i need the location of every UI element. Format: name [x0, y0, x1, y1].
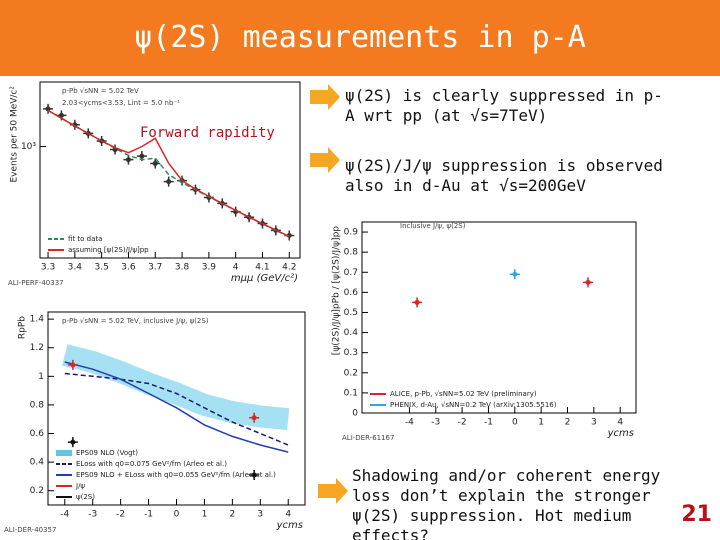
y-tick-label: 0 [352, 409, 358, 419]
data-point-dot [251, 472, 257, 478]
legend-label: EPS09 NLO (Vogt) [76, 449, 138, 457]
arrow [310, 147, 340, 173]
model-line [64, 372, 289, 446]
x-tick-label: 3.8 [175, 263, 190, 273]
page-number: 21 [681, 502, 712, 527]
y-axis-label: Events per 50 MeV/c² [10, 86, 20, 183]
bullet: Shadowing and/or coherent energy loss do… [352, 466, 661, 540]
x-tick-label: 0 [512, 418, 518, 428]
x-tick-label: 2 [230, 510, 236, 520]
legend-label: ALICE, p-Pb, √sNN=5.02 TeV (preliminary) [390, 390, 537, 398]
y-tick-label: 1.4 [30, 315, 45, 325]
y-tick-label: 0.6 [30, 429, 45, 439]
y-axis-label: RpPb [18, 316, 28, 339]
arrow [318, 478, 348, 504]
arrow [310, 84, 340, 110]
x-tick-label: -2 [458, 418, 467, 428]
data-point-dot [512, 271, 518, 277]
x-tick-label: 0 [174, 510, 180, 520]
plot-frame [361, 221, 637, 414]
x-tick-label: -4 [60, 510, 69, 520]
data-point-dot [251, 415, 257, 421]
x-tick-label: -4 [405, 418, 414, 428]
x-tick-label: 3.3 [41, 263, 55, 273]
x-tick-label: -1 [144, 510, 153, 520]
y-tick-label: 10³ [21, 142, 36, 152]
model-line [47, 109, 290, 238]
y-tick-label: 0.6 [344, 288, 359, 298]
annotation: 2.03<ycms<3.53, Lint = 5.0 nb⁻¹ [62, 99, 180, 107]
data-point-dot [70, 439, 76, 445]
x-tick-label: 4 [233, 263, 239, 273]
bullet: ψ(2S) is clearly suppressed in p-A wrt p… [345, 86, 663, 125]
y-tick-label: 0.4 [30, 458, 45, 468]
data-point-dot [414, 299, 420, 305]
x-tick-label: 3.7 [148, 263, 162, 273]
legend-label: ELoss with q0=0.075 GeV²/fm (Arleo et al… [76, 460, 227, 468]
y-axis-label: [ψ(2S)/J/ψ]pPb / [ψ(2S)/J/ψ]pp [332, 226, 342, 355]
data-point-dot [152, 160, 158, 166]
x-axis-label: ycms [276, 520, 303, 531]
y-tick-label: 0.1 [344, 388, 358, 398]
data-point-dot [58, 112, 64, 118]
x-axis-label: mμμ (GeV/c²) [231, 273, 298, 284]
x-tick-label: 4.2 [282, 263, 296, 273]
x-axis-label: ycms [607, 428, 634, 439]
y-tick-label: 0.2 [344, 368, 358, 378]
annotation: p-Pb √sNN = 5.02 TeV [62, 87, 139, 95]
data-point-dot [139, 153, 145, 159]
y-tick-label: 1.2 [30, 343, 44, 353]
x-tick-label: 3 [591, 418, 597, 428]
annotation: Forward rapidity [140, 125, 275, 141]
x-tick-label: 4 [617, 418, 623, 428]
data-point-dot [45, 106, 51, 112]
x-tick-label: -2 [116, 510, 125, 520]
x-tick-label: 1 [538, 418, 544, 428]
y-tick-label: 0.8 [344, 248, 359, 258]
y-tick-label: 0.9 [344, 228, 359, 238]
y-tick-label: 0.5 [344, 308, 358, 318]
annotation: ALI-DER-61167 [342, 434, 394, 442]
x-tick-label: 3.9 [202, 263, 217, 273]
legend-label: J/ψ [75, 482, 85, 490]
bullet: ψ(2S)/J/ψ suppression is observed also i… [345, 156, 663, 195]
x-tick-label: -3 [88, 510, 97, 520]
model-line [64, 361, 289, 453]
x-tick-label: 1 [202, 510, 208, 520]
y-tick-label: 0.4 [344, 328, 359, 338]
plot-frame [39, 81, 301, 259]
x-tick-label: 3.4 [68, 263, 83, 273]
legend-label: assuming [ψ(2S)/J/ψ]pp [68, 246, 149, 254]
y-tick-label: 1 [38, 372, 44, 382]
y-tick-label: 0.3 [344, 348, 358, 358]
data-point-dot [125, 157, 131, 163]
title: ψ(2S) measurements in p-A [134, 20, 586, 55]
x-tick-label: 4 [285, 510, 291, 520]
x-tick-label: -3 [431, 418, 440, 428]
y-tick-label: 0.7 [344, 268, 358, 278]
y-tick-label: 0.8 [30, 400, 45, 410]
annotation: p-Pb √sNN = 5.02 TeV, inclusive J/ψ, ψ(2… [62, 317, 209, 325]
legend-label: PHENIX, d-Au, √sNN=0.2 TeV (arXiv:1305.5… [390, 401, 557, 409]
x-tick-label: -1 [484, 418, 493, 428]
legend-label: ψ(2S) [76, 493, 95, 501]
annotation: ALI-DER-40357 [4, 526, 56, 534]
header: ψ(2S) measurements in p-A [0, 0, 720, 76]
model-band [62, 344, 290, 431]
legend-label: fit to data [68, 235, 102, 243]
annotation: ALI-PERF-40337 [8, 279, 64, 287]
legend-label: EPS09 NLO + ELoss with q0=0.055 GeV²/fm … [76, 471, 276, 479]
data-point-dot [585, 279, 591, 285]
x-tick-label: 4.1 [255, 263, 269, 273]
x-tick-label: 3 [257, 510, 263, 520]
data-point-dot [70, 362, 76, 368]
x-tick-label: 2 [565, 418, 571, 428]
data-point-dot [166, 179, 172, 185]
x-tick-label: 3.5 [94, 263, 108, 273]
x-tick-label: 3.6 [121, 263, 136, 273]
annotation: Inclusive J/ψ, ψ(2S) [400, 222, 466, 230]
y-tick-label: 0.2 [30, 486, 44, 496]
